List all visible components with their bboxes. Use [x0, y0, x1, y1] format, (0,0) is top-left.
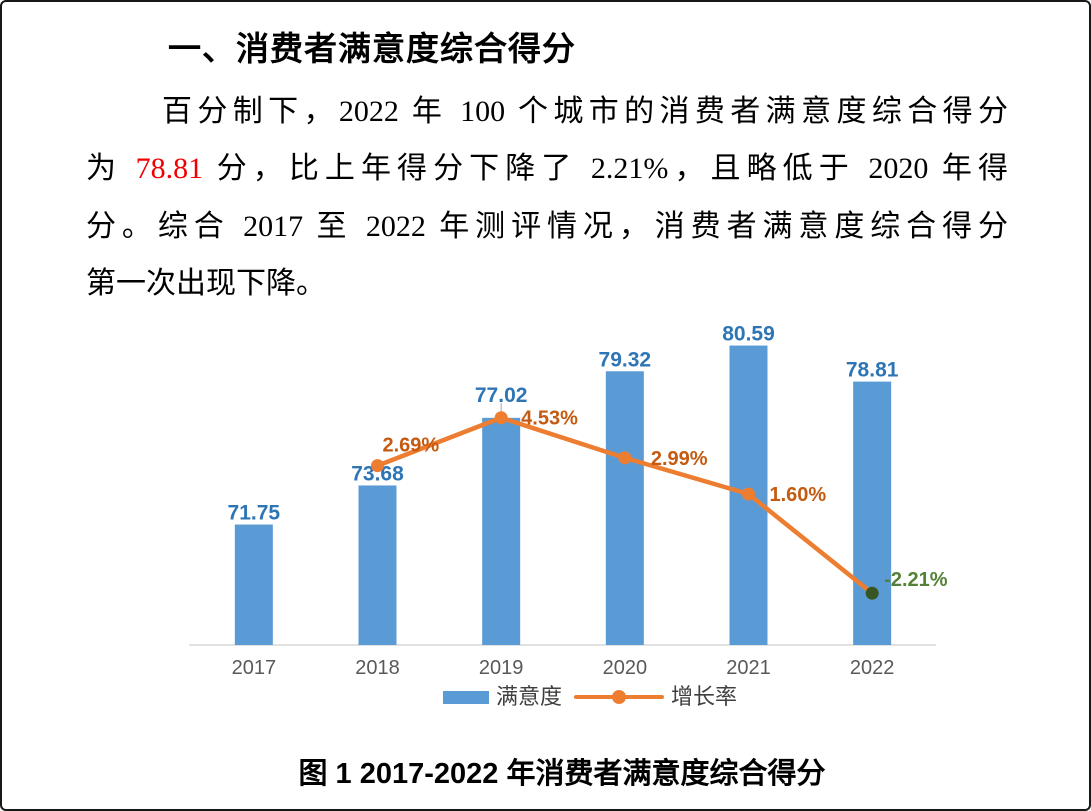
line-marker-2018	[371, 459, 384, 473]
paragraph-line-3: 分。综合 2017 至 2022 年测评情况，消费者满意度综合得分	[86, 210, 1008, 243]
x-tick-2022: 2022	[850, 657, 895, 679]
bar-2018	[358, 485, 397, 645]
line-marker-2022	[865, 586, 879, 600]
paragraph-line-2-after: 分，比上年得分下降了 2.21%，且略低于 2020 年得	[203, 152, 1008, 185]
section-heading: 一、消费者满意度综合得分	[168, 30, 576, 67]
growth-value-label-2021: 1.60%	[770, 484, 827, 506]
growth-rate-legend-dot-icon	[612, 690, 626, 704]
bar-2019	[482, 417, 521, 645]
satisfaction-legend-swatch-icon	[442, 690, 489, 704]
paragraph-line-2: 为 78.81 分，比上年得分下降了 2.21%，且略低于 2020 年得	[86, 143, 1008, 187]
line-marker-2021	[742, 487, 755, 501]
bar-2017	[234, 524, 273, 645]
bar-2022	[853, 381, 892, 645]
x-tick-2018: 2018	[355, 657, 400, 679]
growth-rate-legend-line-icon	[574, 690, 664, 704]
paragraph-line-1: 百分制下，2022 年 100 个城市的消费者满意度综合得分	[162, 95, 1008, 128]
growth-value-label-2022: -2.21%	[884, 569, 948, 591]
growth-value-label-2020: 2.99%	[651, 448, 708, 470]
line-marker-2019	[494, 411, 508, 425]
x-tick-2020: 2020	[603, 657, 648, 679]
legend-item-growth-rate: 增长率	[574, 686, 737, 708]
bar-value-label-2018: 73.68	[351, 462, 404, 485]
bar-2020	[605, 371, 644, 645]
growth-value-label-2018: 2.69%	[383, 435, 440, 457]
paragraph-line-4: 第一次出现下降。	[86, 267, 326, 300]
x-tick-2017: 2017	[232, 657, 277, 679]
paragraph-line-2-before: 为	[86, 152, 136, 185]
satisfaction-legend-label: 满意度	[495, 684, 562, 709]
bar-value-label-2017: 71.75	[228, 502, 281, 525]
growth-rate-legend-label: 增长率	[671, 684, 738, 709]
x-tick-2019: 2019	[479, 657, 524, 679]
legend-item-satisfaction: 满意度	[442, 684, 562, 709]
bar-value-label-2022: 78.81	[846, 359, 899, 382]
line-marker-2020	[618, 451, 632, 465]
x-tick-2021: 2021	[726, 657, 771, 679]
figure-caption: 图 1 2017-2022 年消费者满意度综合得分	[298, 758, 826, 790]
growth-value-label-2019: 4.53%	[521, 408, 578, 430]
bar-value-label-2019: 77.02	[475, 384, 528, 407]
bar-value-label-2021: 80.59	[722, 323, 775, 346]
chart-legend: 满意度 增长率	[240, 686, 940, 708]
score-highlight: 78.81	[135, 152, 204, 185]
bar-value-label-2020: 79.32	[599, 348, 652, 371]
